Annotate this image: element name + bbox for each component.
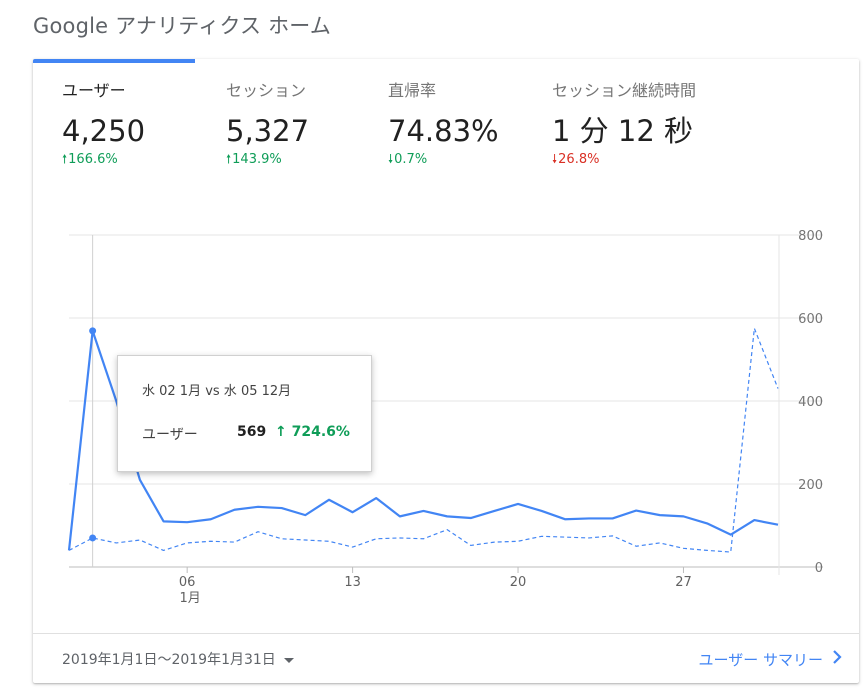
y-tick-label: 200 xyxy=(798,478,823,493)
hover-point xyxy=(89,327,97,335)
y-tick-label: 0 xyxy=(815,561,823,576)
x-tick-label: 20 xyxy=(510,575,527,590)
metric-change: 🠗26.8% xyxy=(552,152,600,167)
metric-label: 直帰率 xyxy=(388,81,437,100)
chevron-right-icon[interactable] xyxy=(825,647,849,667)
tooltip-date: 水 02 1月 vs 水 05 12月 xyxy=(142,384,292,399)
y-tick-label: 800 xyxy=(798,229,823,244)
footer-divider xyxy=(33,633,859,634)
caret-down-icon xyxy=(283,657,294,663)
metric-label: セッション継続時間 xyxy=(552,81,697,100)
arrow-up-icon: 🠕 xyxy=(226,152,232,166)
metric-tab-session-duration[interactable]: セッション継続時間 1 分 12 秒 🠗26.8% xyxy=(552,81,696,168)
chart-tooltip: 水 02 1月 vs 水 05 12月 ユーザー 569 ↑ 724.6% xyxy=(117,355,372,472)
metric-tab-bounce-rate[interactable]: 直帰率 74.83% 🠗0.7% xyxy=(388,81,499,168)
home-overview-card: ユーザー 4,250 🠕166.6% セッション 5,327 🠕143.9% 直… xyxy=(33,59,859,683)
metric-value: 1 分 12 秒 xyxy=(552,114,694,148)
metric-value: 74.83% xyxy=(388,114,499,148)
metric-value: 5,327 xyxy=(226,114,310,148)
tooltip-value: 569 xyxy=(237,424,267,440)
metric-label: ユーザー xyxy=(62,81,126,100)
hover-point xyxy=(89,534,97,542)
metric-value: 4,250 xyxy=(62,114,146,148)
y-tick-label: 600 xyxy=(798,312,823,327)
x-tick-label: 27 xyxy=(675,575,692,590)
metric-change: 🠗0.7% xyxy=(388,152,428,167)
x-tick-sublabel: 1月 xyxy=(180,591,201,606)
metric-tab-sessions[interactable]: セッション 5,327 🠕143.9% xyxy=(226,81,309,168)
active-tab-indicator xyxy=(33,59,195,63)
metric-change: 🠕166.6% xyxy=(62,152,118,167)
tooltip-change: ↑ 724.6% xyxy=(275,424,350,440)
series-line-current xyxy=(67,329,779,551)
date-range-selector[interactable]: 2019年1月1日～2019年1月31日 xyxy=(62,649,294,669)
arrow-down-icon: 🠗 xyxy=(388,152,394,166)
series-line-previous xyxy=(68,327,779,553)
y-tick-label: 400 xyxy=(798,395,823,410)
arrow-down-icon: 🠗 xyxy=(552,152,558,166)
tooltip-metric-label: ユーザー xyxy=(142,427,198,443)
x-tick-label: 06 xyxy=(179,575,196,590)
metric-label: セッション xyxy=(226,81,307,100)
metric-change: 🠕143.9% xyxy=(226,152,282,167)
page-title: Google アナリティクス ホーム xyxy=(33,14,332,38)
metric-tab-users[interactable]: ユーザー 4,250 🠕166.6% xyxy=(62,81,145,168)
x-tick-label: 13 xyxy=(344,575,361,590)
arrow-up-icon: 🠕 xyxy=(62,152,68,166)
user-summary-link[interactable]: ユーザー サマリー xyxy=(698,651,823,669)
date-range-label: 2019年1月1日～2019年1月31日 xyxy=(62,652,276,668)
